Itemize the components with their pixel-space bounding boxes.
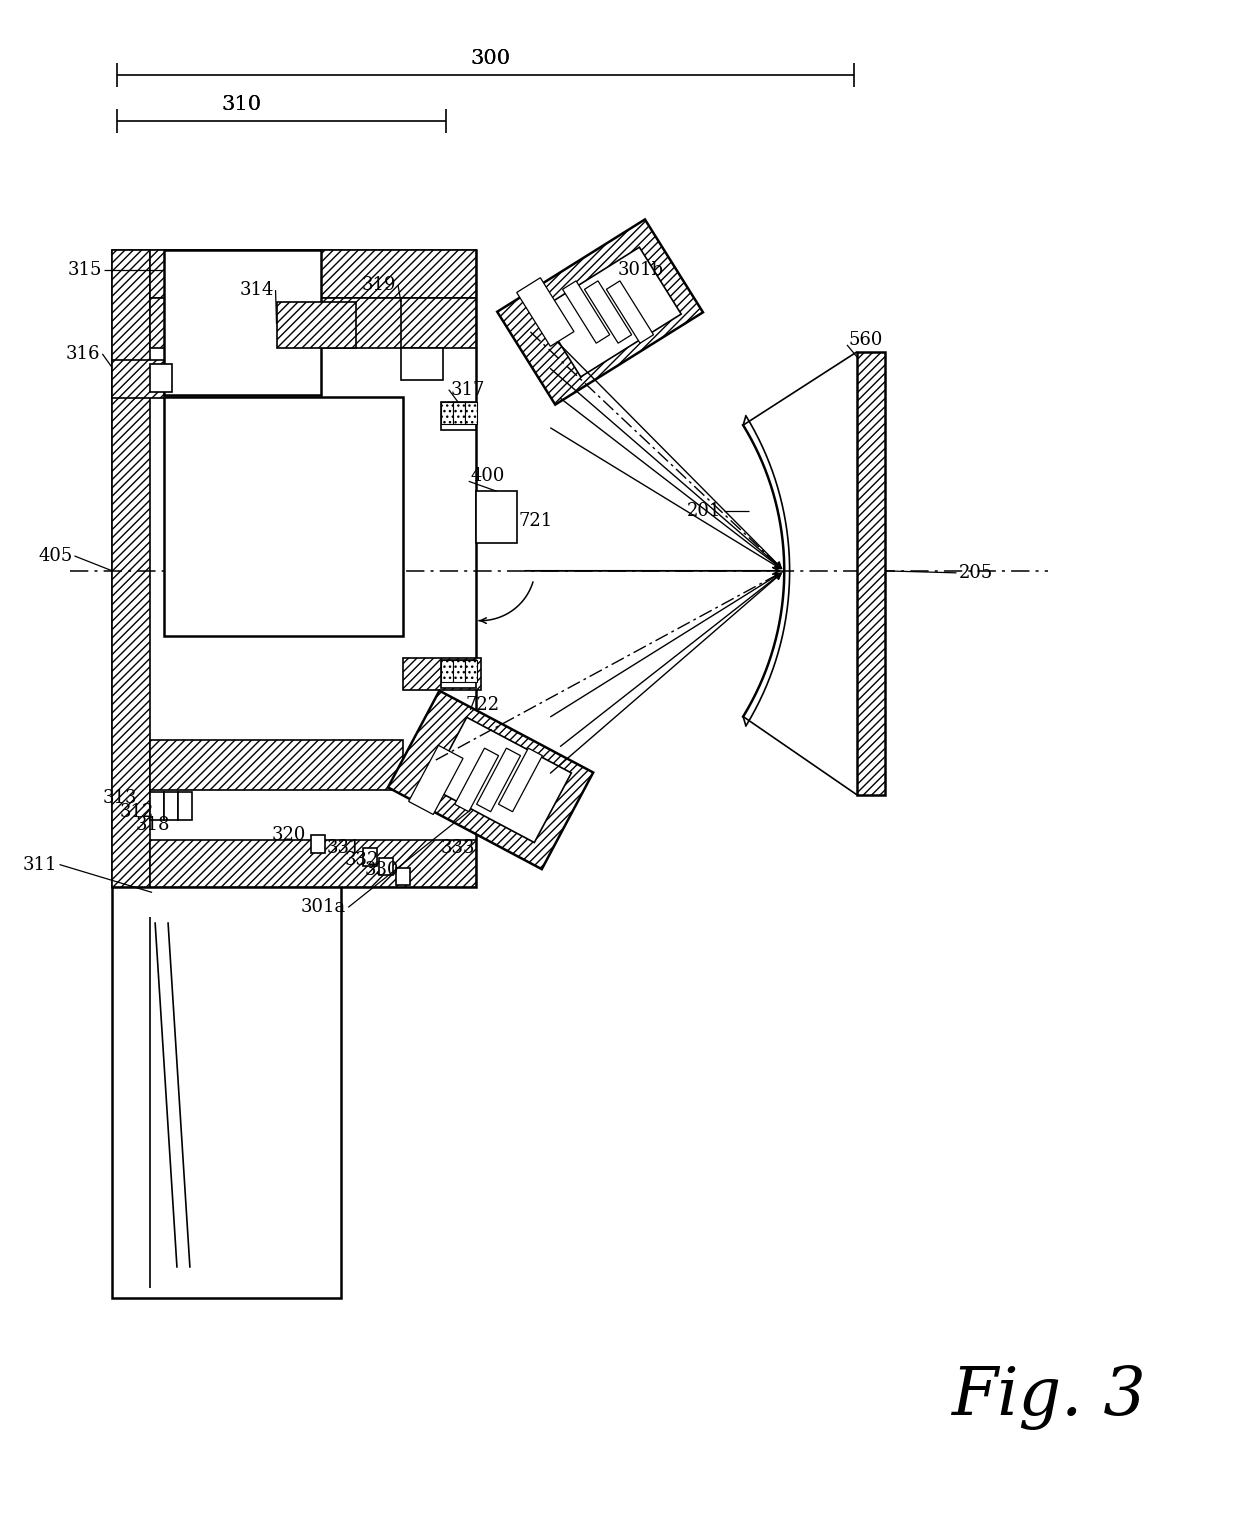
Bar — [857, 353, 885, 795]
Polygon shape — [539, 247, 681, 377]
Text: 317: 317 — [451, 380, 485, 398]
Text: 320: 320 — [272, 826, 306, 844]
Bar — [465, 401, 476, 424]
Text: 301b: 301b — [618, 261, 663, 279]
Bar — [113, 250, 150, 888]
Bar — [379, 858, 393, 876]
Polygon shape — [498, 748, 542, 812]
Bar — [113, 250, 476, 888]
Bar — [476, 491, 517, 543]
Text: 310: 310 — [222, 96, 262, 114]
Polygon shape — [606, 281, 653, 343]
Bar — [150, 363, 172, 392]
Bar — [150, 250, 476, 298]
Text: 319: 319 — [362, 276, 396, 295]
Bar — [401, 348, 443, 380]
Text: 316: 316 — [66, 345, 100, 363]
Bar — [363, 847, 377, 865]
Text: 301a: 301a — [301, 899, 346, 916]
Text: 311: 311 — [24, 856, 57, 873]
Bar — [164, 397, 403, 635]
Polygon shape — [497, 220, 703, 404]
Text: 201: 201 — [687, 502, 722, 520]
Text: 721: 721 — [518, 513, 553, 530]
Polygon shape — [476, 748, 521, 812]
Text: 300: 300 — [470, 49, 511, 67]
Bar — [465, 661, 476, 682]
Text: 333: 333 — [440, 839, 475, 856]
Bar — [150, 298, 403, 348]
Text: 318: 318 — [135, 816, 170, 833]
Bar — [164, 792, 179, 819]
Text: 312: 312 — [120, 803, 154, 821]
Text: Fig. 3: Fig. 3 — [951, 1364, 1146, 1430]
Bar — [311, 835, 325, 853]
Text: 405: 405 — [38, 546, 72, 565]
Bar — [453, 661, 465, 682]
Text: 560: 560 — [849, 331, 883, 349]
Text: 332: 332 — [345, 850, 379, 868]
Bar — [150, 792, 164, 819]
Polygon shape — [409, 745, 463, 815]
Bar — [150, 839, 476, 888]
Bar — [113, 360, 164, 398]
Polygon shape — [563, 281, 610, 343]
Text: 722: 722 — [466, 696, 500, 714]
Bar — [401, 298, 476, 348]
Text: 330: 330 — [365, 861, 399, 879]
Text: 205: 205 — [959, 563, 993, 581]
Text: 314: 314 — [239, 281, 274, 299]
Bar — [113, 888, 341, 1297]
Bar — [396, 867, 410, 885]
Bar — [440, 661, 476, 688]
Polygon shape — [517, 278, 574, 346]
Bar — [453, 401, 465, 424]
Text: 331: 331 — [326, 839, 361, 856]
Bar — [403, 659, 481, 690]
Bar — [179, 792, 192, 819]
Polygon shape — [455, 748, 498, 812]
Polygon shape — [430, 717, 572, 842]
Bar — [164, 250, 321, 395]
Polygon shape — [584, 281, 631, 343]
Bar — [440, 661, 453, 682]
Polygon shape — [388, 691, 593, 870]
Bar — [440, 401, 453, 424]
Text: 315: 315 — [68, 261, 103, 279]
Text: 310: 310 — [222, 96, 262, 114]
Text: 400: 400 — [471, 467, 505, 485]
Bar — [440, 401, 476, 429]
Bar — [150, 740, 403, 790]
Text: 313: 313 — [103, 789, 138, 807]
Bar — [277, 302, 356, 348]
Text: 300: 300 — [470, 49, 511, 67]
